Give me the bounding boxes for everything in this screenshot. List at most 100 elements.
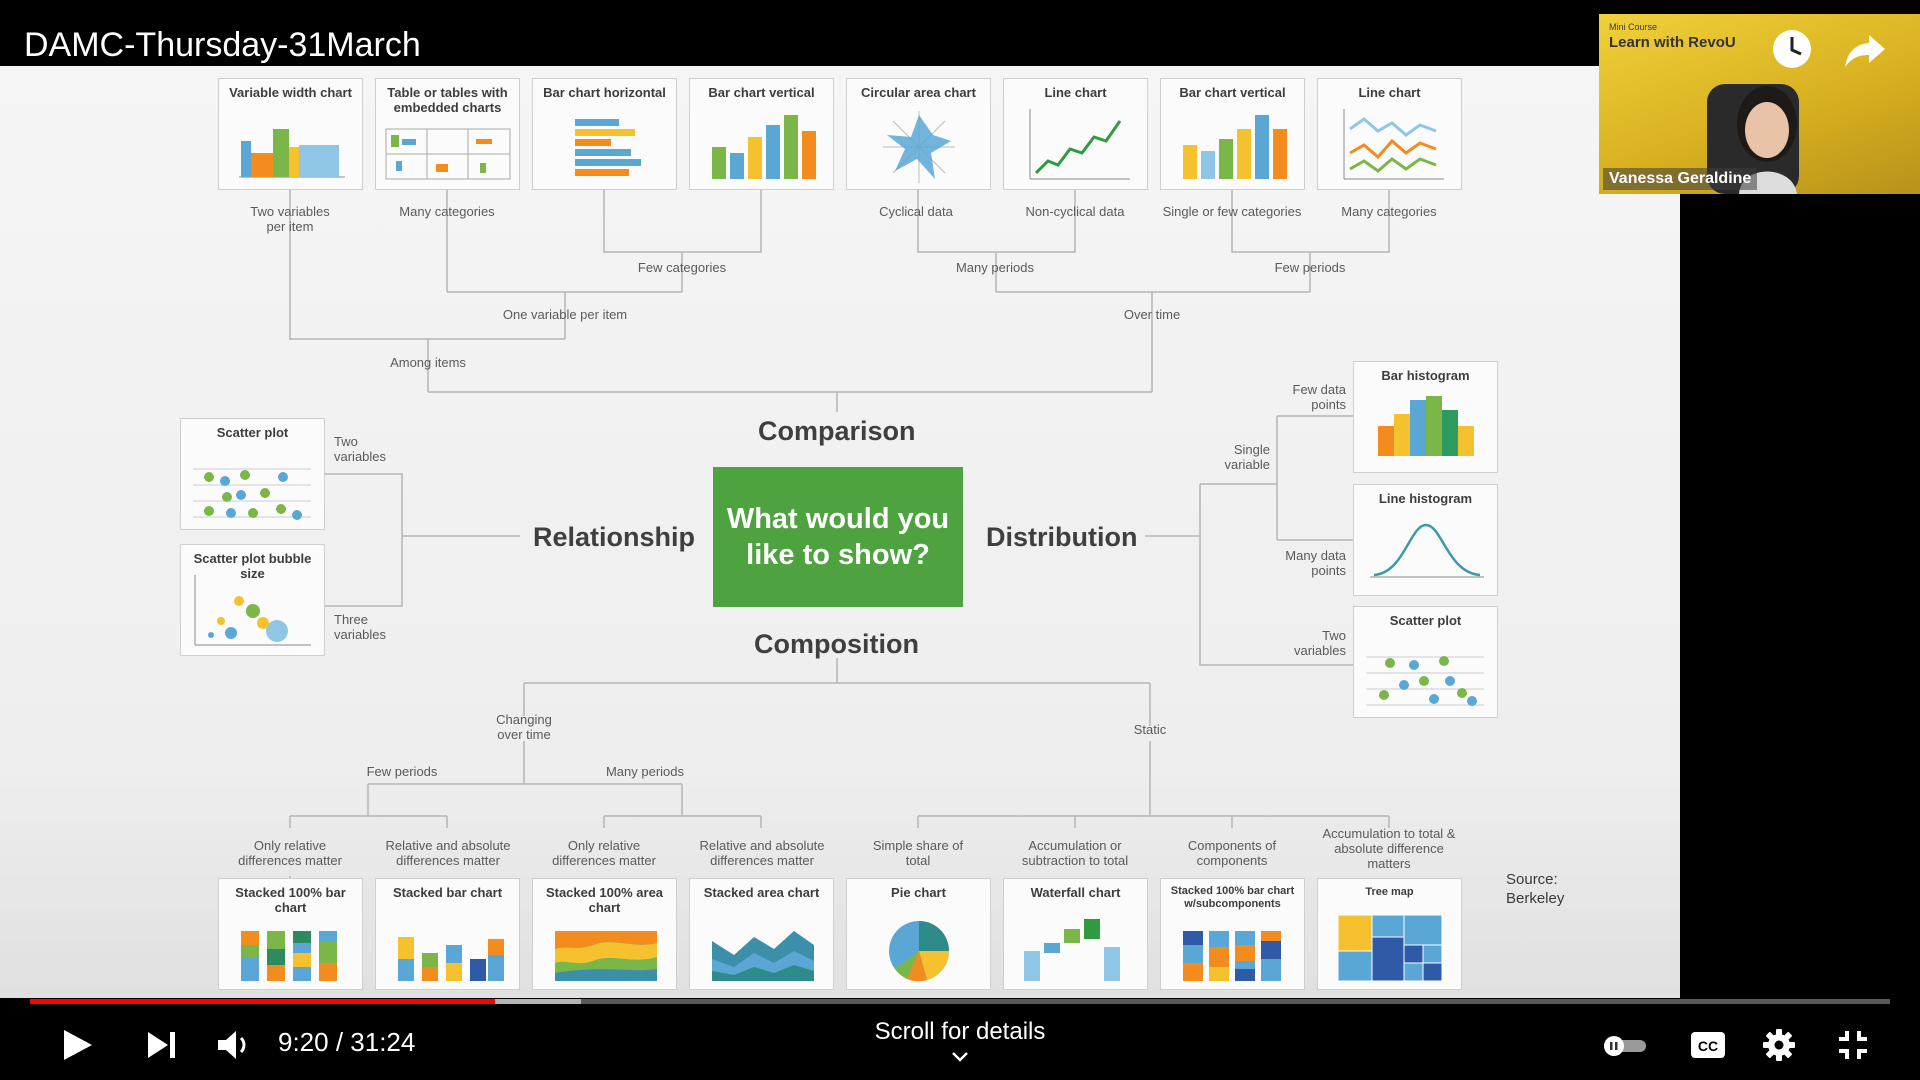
label-cyclical-data: Cyclical data xyxy=(879,204,953,219)
hub-distribution: Distribution xyxy=(986,522,1138,552)
tree-map-icon xyxy=(1337,914,1443,982)
slide-connectors xyxy=(289,190,1390,878)
label-changing-over-time: Changing over time xyxy=(496,712,552,742)
card-line-histogram: Line histogram xyxy=(1353,484,1498,596)
card-stacked-100-subcomponents: Stacked 100% bar chart w/subcomponents xyxy=(1160,878,1305,990)
card-stacked-area: Stacked area chart xyxy=(689,878,834,990)
card-waterfall-chart: Waterfall chart xyxy=(1003,878,1148,990)
card-scatter-plot-relationship: Scatter plot xyxy=(180,418,325,530)
card-title: Variable width chart xyxy=(229,85,352,100)
scroll-chevron[interactable] xyxy=(950,1050,970,1069)
label-two-variables-dist: Two variables xyxy=(1293,628,1346,658)
label-few-categories: Few categories xyxy=(637,260,727,275)
bar-horizontal-icon xyxy=(575,119,641,176)
card-circular-area-chart: Circular area chart xyxy=(846,78,991,190)
card-title: Bar chart vertical xyxy=(1179,85,1286,100)
time-display: 9:20 / 31:24 xyxy=(278,1027,416,1057)
card-title: Stacked 100% bar chart w/subcomponents xyxy=(1170,885,1295,910)
label-many-categories-table: Many categories xyxy=(399,204,495,219)
presenter-webcam: Mini Course Learn with RevoU Vanessa Ger… xyxy=(1599,14,1920,194)
hub-relationship: Relationship xyxy=(533,522,696,552)
card-title: Table or tables with embedded charts xyxy=(387,85,508,115)
source-name: Berkeley xyxy=(1506,890,1565,907)
waterfall-chart-icon xyxy=(1024,919,1120,981)
watch-later-button[interactable] xyxy=(1770,27,1814,71)
label-many-data-points: Many data points xyxy=(1285,548,1346,578)
autoplay-toggle-icon xyxy=(1604,1036,1646,1056)
volume-icon xyxy=(218,1031,246,1059)
next-button[interactable] xyxy=(146,1030,178,1065)
play-button[interactable] xyxy=(60,1028,94,1067)
bar-vertical-time-icon xyxy=(1183,115,1287,179)
captions-button[interactable]: CC xyxy=(1690,1030,1726,1065)
card-title: Line histogram xyxy=(1378,491,1473,506)
bar-vertical-icon xyxy=(712,115,816,179)
exit-fullscreen-button[interactable] xyxy=(1836,1028,1870,1067)
pie-chart-icon xyxy=(889,921,950,982)
card-title: Bar chart vertical xyxy=(708,85,815,100)
variable-width-chart-icon xyxy=(239,129,345,178)
line-histogram-icon xyxy=(1370,523,1484,578)
settings-button[interactable] xyxy=(1762,1028,1796,1067)
multi-line-chart-icon xyxy=(1343,109,1444,180)
card-title: Circular area chart xyxy=(861,85,976,100)
label-few-periods-bottom: Few periods xyxy=(366,764,438,779)
bar-histogram-icon xyxy=(1378,396,1474,456)
label-single-or-few-categories: Single or few categories xyxy=(1162,204,1302,219)
label-over-time: Over time xyxy=(1123,307,1181,322)
card-title: Scatter plot xyxy=(216,425,289,440)
source-label: Source: xyxy=(1506,871,1558,888)
label-comp-leaf: Relative and absolute differences matter xyxy=(385,838,511,868)
label-comp-leaf: Accumulation to total & absolute differe… xyxy=(1322,826,1456,871)
card-title: Stacked bar chart xyxy=(392,885,503,900)
card-title: Tree map xyxy=(1365,886,1414,898)
next-icon xyxy=(148,1032,175,1058)
mute-button[interactable] xyxy=(216,1028,252,1067)
scatter-plot-icon xyxy=(193,468,311,520)
scroll-hint[interactable]: Scroll for details xyxy=(874,1018,1046,1045)
card-tree-map: Tree map xyxy=(1317,878,1462,990)
card-title: Scatter plot bubble size xyxy=(193,551,312,581)
card-title: Bar chart horizontal xyxy=(543,85,666,100)
card-title: Line chart xyxy=(1358,85,1421,100)
card-pie-chart: Pie chart xyxy=(846,878,991,990)
card-title: Stacked 100% bar chart xyxy=(235,885,346,915)
label-many-periods-bottom: Many periods xyxy=(605,764,685,779)
card-title: Pie chart xyxy=(891,885,946,900)
stacked-area-icon xyxy=(712,931,814,981)
presenter-name: Vanessa Geraldine xyxy=(1603,168,1758,190)
card-title: Stacked area chart xyxy=(703,885,820,900)
label-many-categories-line: Many categories xyxy=(1341,204,1437,219)
video-title[interactable]: DAMC-Thursday-31March xyxy=(24,26,421,64)
card-title: Scatter plot xyxy=(1389,613,1462,628)
scatter-plot-dist-icon xyxy=(1366,656,1484,706)
stacked-subcomponents-icon xyxy=(1183,931,1281,981)
hub-comparison: Comparison xyxy=(758,416,916,446)
autoplay-toggle[interactable] xyxy=(1602,1034,1648,1063)
hub-composition: Composition xyxy=(754,629,919,659)
label-few-data-points: Few data points xyxy=(1292,382,1346,412)
label-two-variables-rel: Two variables xyxy=(334,434,387,464)
chevron-down-icon xyxy=(952,1052,968,1062)
label-comp-leaf: Relative and absolute differences matter xyxy=(699,838,825,868)
captions-icon: CC xyxy=(1691,1032,1725,1058)
card-line-chart-many: Line chart xyxy=(1317,78,1462,190)
card-variable-width-chart: Variable width chart xyxy=(218,78,363,190)
play-icon xyxy=(64,1030,92,1060)
bubble-chart-icon xyxy=(194,575,311,646)
card-scatter-plot-distribution: Scatter plot xyxy=(1353,606,1498,718)
share-button[interactable] xyxy=(1843,27,1887,71)
card-title: Line chart xyxy=(1044,85,1107,100)
label-comp-leaf: Simple share of total xyxy=(872,838,964,868)
card-table-embedded-charts: Table or tables with embedded charts xyxy=(375,78,520,190)
exit-fullscreen-icon xyxy=(1839,1031,1867,1059)
label-few-periods-top: Few periods xyxy=(1274,260,1346,275)
webcam-brand: Learn with RevoU xyxy=(1609,34,1736,51)
label-among-items: Among items xyxy=(390,355,466,370)
card-stacked-bar: Stacked bar chart xyxy=(375,878,520,990)
gear-icon xyxy=(1763,1029,1795,1061)
clock-icon xyxy=(1773,30,1811,68)
seek-bar[interactable] xyxy=(30,999,1890,1004)
card-title: Stacked 100% area chart xyxy=(545,885,664,915)
